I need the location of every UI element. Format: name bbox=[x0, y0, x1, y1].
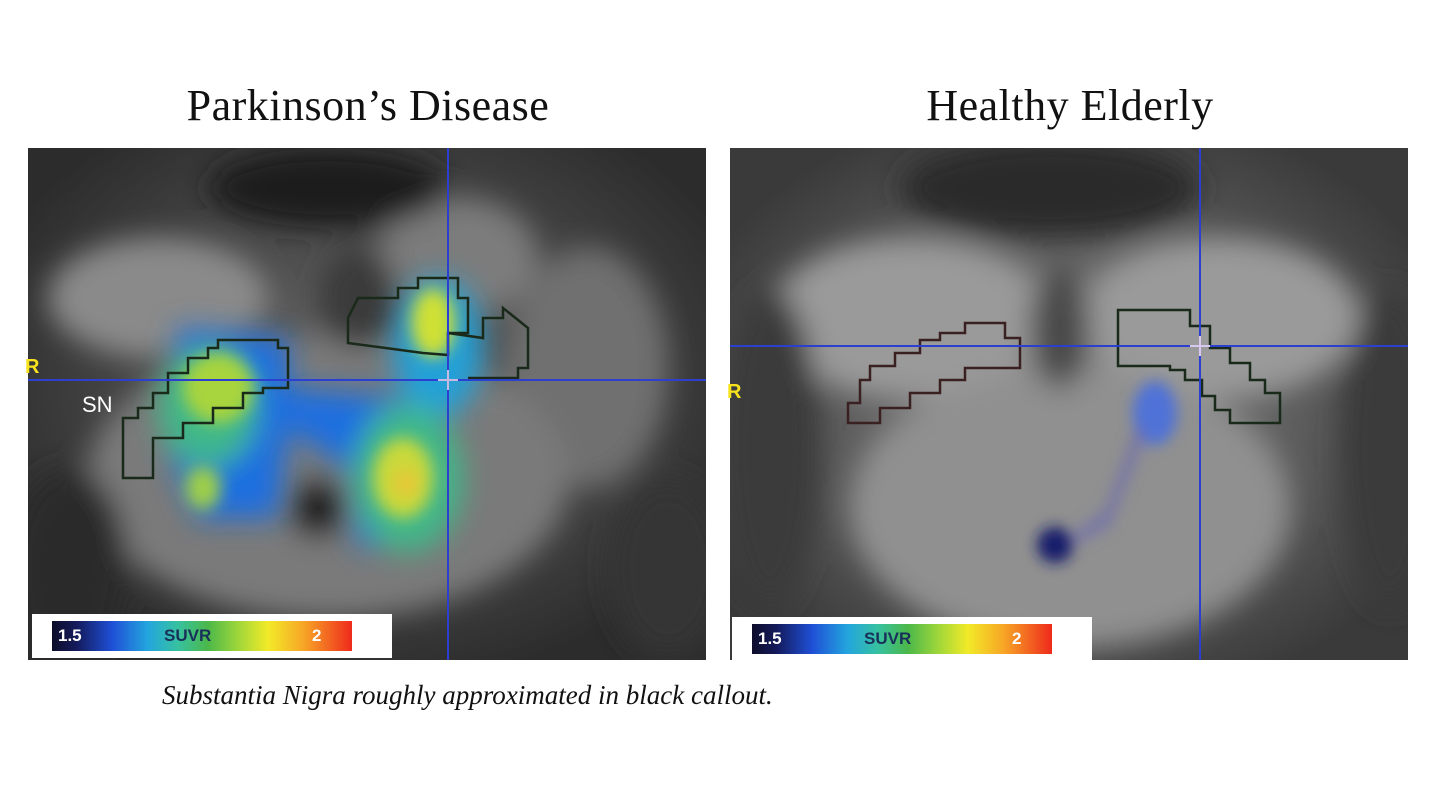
colorbar-min-label: 1.5 bbox=[58, 626, 82, 645]
side-marker-right-panel: R bbox=[727, 381, 742, 403]
panel-title-parkinsons: Parkinson’s Disease bbox=[186, 81, 550, 130]
sn-region-label: SN bbox=[82, 392, 113, 417]
suvr-colorbar: 1.5 SUVR 2 bbox=[52, 621, 352, 651]
substantia-nigra-outline-right-hemisphere bbox=[846, 321, 1022, 425]
pet-mri-scan-healthy bbox=[730, 148, 1408, 660]
brain-anatomy bbox=[730, 148, 1408, 648]
substantia-nigra-outline-right-hemisphere bbox=[121, 338, 290, 480]
colorbar-max-label: 2 bbox=[1012, 629, 1022, 648]
scan-image bbox=[28, 148, 706, 660]
colorbar-min-label: 1.5 bbox=[758, 629, 782, 648]
side-marker-left-panel: R bbox=[25, 356, 40, 378]
colorbar-title: SUVR bbox=[164, 626, 212, 645]
colorbar-panel-healthy: 1.5 SUVR 2 bbox=[732, 617, 1092, 660]
figure-caption: Substantia Nigra roughly approximated in… bbox=[162, 680, 773, 710]
pet-mri-scan-parkinsons bbox=[28, 148, 706, 660]
crosshair-center-icon bbox=[438, 370, 458, 390]
colorbar-max-label: 2 bbox=[312, 626, 322, 645]
suvr-hotspots bbox=[183, 288, 455, 518]
suvr-colorbar: 1.5 SUVR 2 bbox=[752, 624, 1052, 654]
substantia-nigra-outline-left-hemisphere bbox=[1116, 308, 1282, 425]
scan-image bbox=[730, 148, 1408, 660]
panel-title-healthy: Healthy Elderly bbox=[926, 81, 1214, 130]
crosshair-center-icon bbox=[1190, 336, 1210, 356]
colorbar-panel-parkinsons: 1.5 SUVR 2 bbox=[32, 614, 392, 658]
suvr-hotspots bbox=[1037, 381, 1177, 563]
colorbar-title: SUVR bbox=[864, 629, 912, 648]
